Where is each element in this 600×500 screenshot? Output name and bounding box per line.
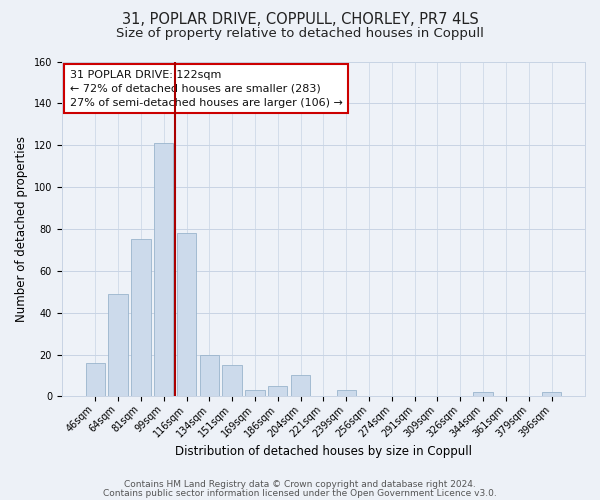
Text: 31 POPLAR DRIVE: 122sqm
← 72% of detached houses are smaller (283)
27% of semi-d: 31 POPLAR DRIVE: 122sqm ← 72% of detache… [70, 70, 343, 108]
Y-axis label: Number of detached properties: Number of detached properties [15, 136, 28, 322]
Bar [200, 354, 219, 397]
Text: Contains HM Land Registry data © Crown copyright and database right 2024.: Contains HM Land Registry data © Crown c… [124, 480, 476, 489]
Bar [542, 392, 561, 396]
Bar [109, 294, 128, 396]
Bar [245, 390, 265, 396]
Text: Size of property relative to detached houses in Coppull: Size of property relative to detached ho… [116, 28, 484, 40]
Bar [473, 392, 493, 396]
Bar [268, 386, 287, 396]
Text: Contains public sector information licensed under the Open Government Licence v3: Contains public sector information licen… [103, 489, 497, 498]
Bar [177, 233, 196, 396]
Bar [291, 376, 310, 396]
Bar [86, 363, 105, 396]
Bar [223, 365, 242, 396]
Bar [337, 390, 356, 396]
Text: 31, POPLAR DRIVE, COPPULL, CHORLEY, PR7 4LS: 31, POPLAR DRIVE, COPPULL, CHORLEY, PR7 … [122, 12, 478, 28]
Bar [154, 143, 173, 397]
X-axis label: Distribution of detached houses by size in Coppull: Distribution of detached houses by size … [175, 444, 472, 458]
Bar [131, 240, 151, 396]
